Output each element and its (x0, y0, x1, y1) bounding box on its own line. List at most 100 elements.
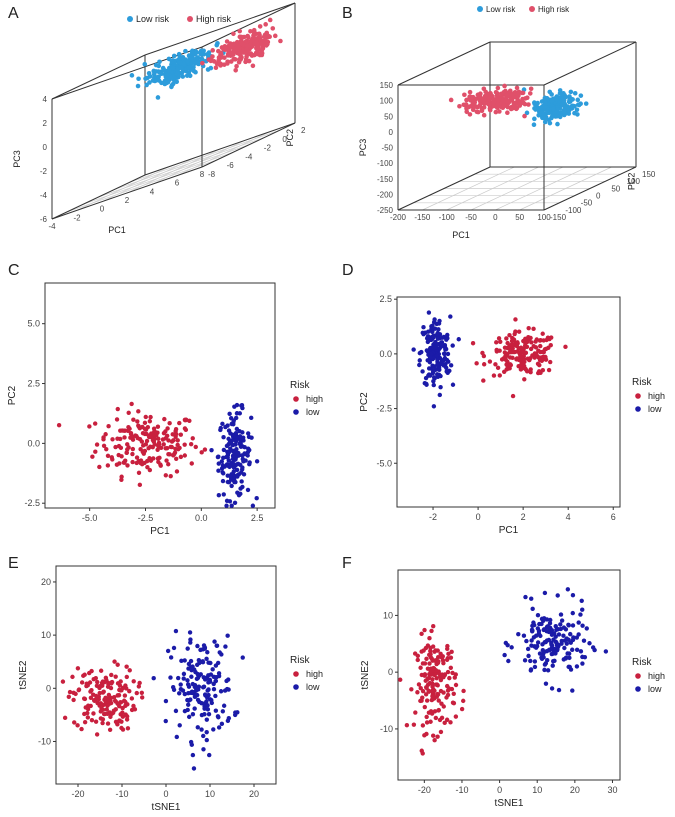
point-low-a (186, 65, 192, 70)
point-low-b (578, 93, 584, 98)
point-high-a (257, 32, 262, 38)
point-low-e (173, 708, 179, 714)
point-low-c (254, 459, 260, 464)
point-high-a (210, 54, 215, 59)
point-low-f (552, 631, 557, 636)
legend-marker-high-f (635, 673, 641, 679)
point-low-f (528, 658, 533, 664)
x-tick-label-c: -2.5 (138, 513, 154, 523)
point-low-a (181, 60, 186, 66)
point-high-a (225, 61, 230, 66)
point-high-b (526, 102, 531, 107)
point-high-b (505, 110, 510, 116)
point-low-b (524, 110, 530, 116)
point-high-c (174, 469, 180, 474)
point-high-e (107, 727, 113, 732)
point-low-e (220, 709, 226, 714)
point-low-d (434, 353, 440, 358)
point-high-c (56, 422, 62, 428)
x-tick-label-a: 8 (200, 170, 205, 179)
y-tick-label-e: 20 (41, 577, 51, 587)
point-low-e (185, 678, 190, 683)
panel-label-b: B (342, 5, 353, 22)
point-low-b (565, 106, 570, 111)
point-high-f (415, 690, 420, 695)
point-high-f (418, 685, 423, 691)
point-high-e (104, 707, 109, 712)
point-low-c (240, 405, 245, 411)
point-high-f (435, 691, 440, 697)
point-high-c (175, 438, 180, 443)
point-high-f (438, 688, 444, 694)
point-high-f (448, 665, 454, 671)
legend-label-low-d: low (648, 404, 662, 414)
point-high-d (546, 367, 552, 373)
point-high-c (93, 449, 98, 454)
point-high-d (523, 350, 529, 356)
point-high-c (140, 424, 145, 430)
x-tick-label-e: -20 (71, 789, 84, 799)
point-low-e (176, 675, 181, 681)
panel-label-c: C (8, 262, 20, 279)
point-high-c (142, 420, 148, 426)
x-tick-label-b: -100 (439, 213, 456, 222)
y-tick-label-d: 2.5 (379, 294, 392, 304)
y-axis-label-f: tSNE2 (360, 660, 371, 689)
point-high-e (88, 695, 94, 700)
point-high-c (189, 461, 194, 466)
z-tick-label-a: -4 (40, 191, 48, 200)
point-low-e (165, 648, 171, 654)
point-low-c (234, 426, 240, 432)
point-low-a (165, 79, 171, 85)
y-axis-label-d: PC2 (359, 392, 370, 412)
point-low-b (567, 97, 572, 103)
point-high-a (264, 30, 270, 36)
point-high-a (208, 58, 214, 64)
point-low-a (153, 77, 159, 83)
point-low-c (239, 479, 244, 484)
point-high-b (487, 102, 492, 108)
point-low-e (192, 682, 198, 688)
point-high-e (105, 703, 110, 708)
point-high-b (482, 93, 488, 99)
point-low-f (509, 645, 514, 650)
z-axis-label-b: PC3 (358, 139, 368, 157)
point-low-a (164, 73, 170, 78)
point-low-b (570, 103, 575, 109)
point-high-f (434, 682, 439, 687)
point-low-e (185, 646, 190, 651)
point-low-b (572, 90, 578, 96)
z-tick-label-a: 2 (43, 119, 48, 128)
point-low-d (436, 327, 441, 332)
y-tick-label-a: -2 (264, 144, 272, 153)
point-high-b (495, 85, 501, 91)
point-high-d (528, 346, 534, 352)
point-high-d (524, 344, 530, 350)
point-high-f (424, 685, 429, 691)
point-high-f (448, 655, 454, 660)
point-low-a (142, 61, 148, 67)
point-high-b (475, 104, 480, 110)
point-high-e (111, 694, 117, 700)
point-low-f (561, 657, 566, 662)
point-high-f (424, 720, 430, 725)
point-low-b (543, 100, 548, 106)
point-high-a (244, 47, 250, 52)
point-high-c (141, 451, 147, 456)
point-high-f (422, 733, 427, 738)
point-high-f (437, 672, 443, 677)
point-low-f (568, 631, 573, 637)
point-high-e (109, 672, 114, 678)
point-high-d (526, 325, 531, 331)
legend-marker-low-e (293, 684, 299, 690)
point-low-b (531, 122, 537, 128)
point-high-d (510, 393, 516, 399)
point-high-f (419, 631, 424, 637)
point-high-c (172, 450, 178, 455)
point-low-b (536, 107, 541, 112)
point-high-e (115, 681, 121, 686)
point-high-a (218, 62, 223, 68)
point-low-e (194, 692, 200, 698)
point-low-e (221, 703, 227, 708)
point-high-d (544, 337, 549, 343)
